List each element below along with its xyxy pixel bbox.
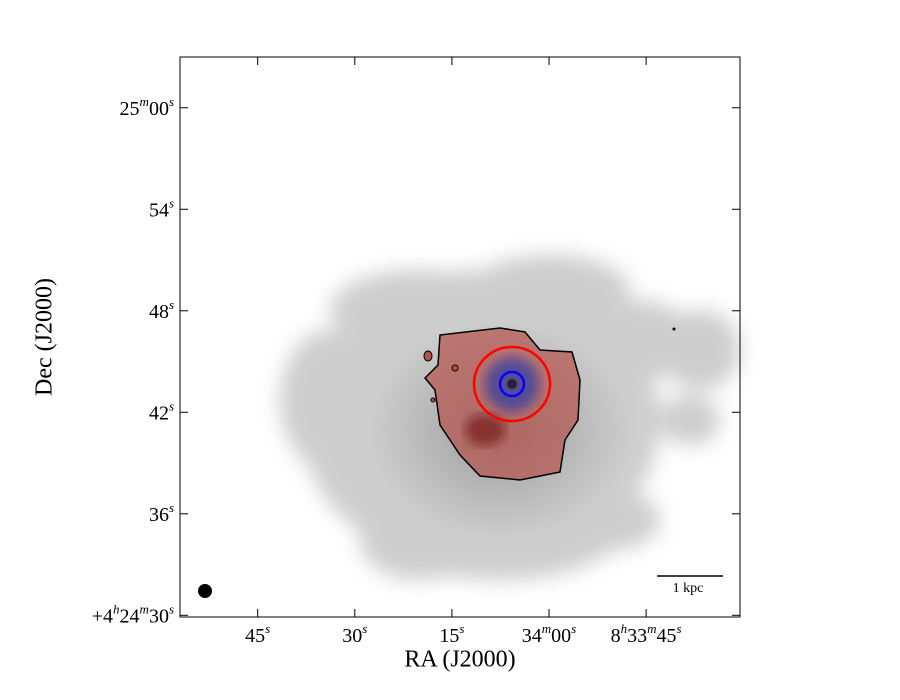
y-tick-label: 48s — [149, 297, 174, 323]
x-tick-label: 8h33m45s — [611, 621, 682, 647]
y-tick-label: 42s — [149, 398, 174, 424]
x-axis-title: RA (J2000) — [404, 647, 515, 673]
y-tick-label: 25m00s — [120, 94, 174, 120]
x-tick-label: 45s — [245, 621, 270, 647]
scale-bar-label: 1 kpc — [673, 581, 704, 596]
sky-image: 1 kpc — [198, 255, 740, 598]
y-axis-title: Dec (J2000) — [32, 278, 58, 396]
x-tick-label: 15s — [439, 621, 464, 647]
x-tick-label: 30s — [342, 621, 367, 647]
y-tick-label: 36s — [149, 500, 174, 526]
x-tick-label: 34m00s — [522, 621, 576, 647]
y-tick-label: 54s — [149, 195, 174, 221]
plot-frame — [179, 56, 741, 618]
beam — [198, 584, 212, 598]
y-tick-label: +4h24m30s — [92, 601, 174, 627]
